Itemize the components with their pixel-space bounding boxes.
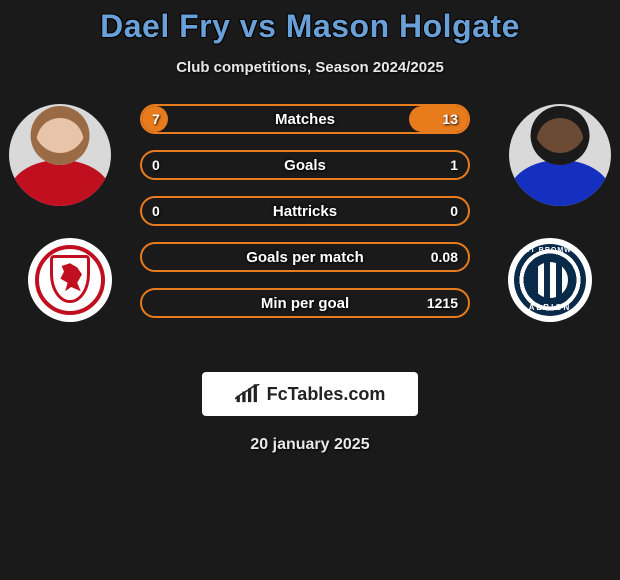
comparison-panel: EST BROMWICALBION 713Matches01Goals00Hat… — [0, 104, 620, 364]
brand-badge: FcTables.com — [202, 372, 418, 416]
stat-value-left: 0 — [152, 198, 160, 224]
stat-bar: 713Matches — [140, 104, 470, 134]
player-left-avatar — [9, 104, 111, 206]
chart-icon — [235, 384, 261, 404]
player-left-kit — [9, 160, 111, 206]
stat-label: Goals — [142, 152, 468, 178]
player-right-kit — [509, 160, 611, 206]
stat-value-right: 0.08 — [431, 244, 458, 270]
player-right-avatar — [509, 104, 611, 206]
stat-value-right: 1 — [450, 152, 458, 178]
stat-label: Goals per match — [142, 244, 468, 270]
player-right-head — [537, 118, 584, 165]
west-brom-crest-icon: EST BROMWICALBION — [514, 244, 586, 316]
club-right-badge: EST BROMWICALBION — [508, 238, 592, 322]
stat-bar: 0 0Hattricks — [140, 196, 470, 226]
stat-label: Hattricks — [142, 198, 468, 224]
player-left-head — [37, 118, 84, 165]
stat-bar: 1215Min per goal — [140, 288, 470, 318]
snapshot-date: 20 january 2025 — [0, 436, 620, 454]
club-left-badge — [28, 238, 112, 322]
page-title: Dael Fry vs Mason Holgate — [0, 8, 620, 45]
stat-bars: 713Matches01Goals00Hattricks0.08Goals pe… — [140, 104, 470, 334]
stat-label: Min per goal — [142, 290, 468, 316]
stat-value-right: 0 — [450, 198, 458, 224]
brand-text: FcTables.com — [267, 384, 386, 405]
stat-bar: 0.08Goals per match — [140, 242, 470, 272]
stat-bar: 0 1Goals — [140, 150, 470, 180]
stat-value-right: 1215 — [427, 290, 458, 316]
subtitle: Club competitions, Season 2024/2025 — [0, 59, 620, 76]
stat-value-left: 0 — [152, 152, 160, 178]
middlesbrough-crest-icon — [35, 245, 105, 315]
